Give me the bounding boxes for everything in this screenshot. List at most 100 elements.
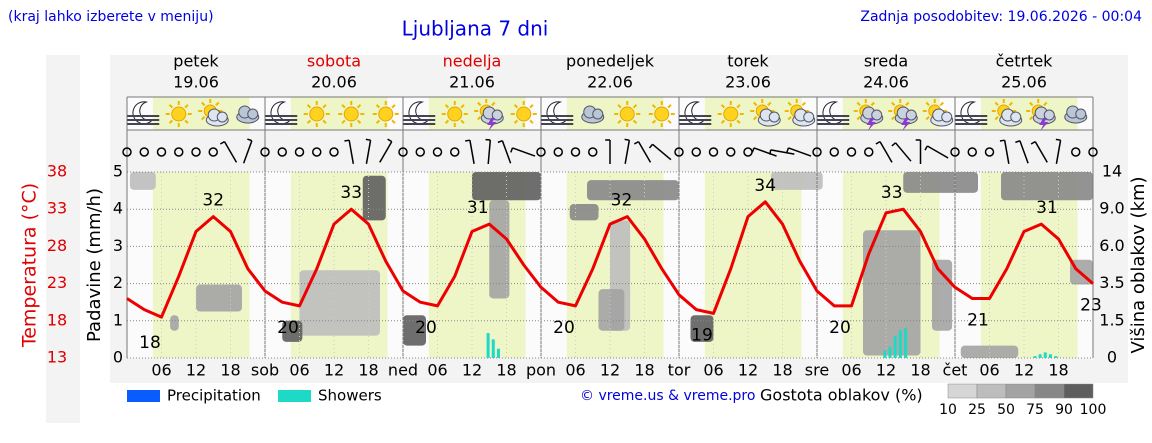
wind-calm [277,147,287,157]
wind-barb [926,145,949,159]
x-tick-label: 18 [1048,361,1068,380]
moon [132,101,154,125]
cloud [905,109,917,121]
x-tick-label: 18 [772,361,792,380]
density-tick-label: 100 [1080,402,1107,418]
weather-icon [853,99,884,131]
sun-ray [168,119,174,124]
sun-ray [391,119,396,124]
precip-bar [898,330,902,358]
wind-calm [829,147,839,157]
sun-ray [168,104,174,109]
sun-ray [529,104,534,109]
sun-ray [444,104,450,109]
x-tick-label: 06 [979,361,999,380]
weather-icon [303,101,330,127]
wind-barb [242,140,253,164]
cloud-block [1001,172,1093,201]
x-tick-label: 18 [634,361,654,380]
sun-ray [925,101,930,107]
daylight [704,172,802,358]
cloud [247,108,259,120]
sun-ray [513,119,519,124]
wind-calm [674,147,684,157]
sun [516,106,532,122]
wind-barb-flag [875,140,881,145]
y-tick-label: 1 [113,310,123,329]
day-name: sobota [307,52,361,71]
weather-icon [955,101,988,125]
wind-barb-flag [633,140,639,145]
temp-label: 21 [967,310,989,330]
wind-calm [864,147,874,157]
cloud-block [299,270,380,336]
sun-ray [306,119,312,124]
cloud-block [403,315,426,346]
sun-ray [477,101,482,107]
density-swatch [1063,383,1094,399]
wind-calm [553,147,563,157]
y2-tick-label: 3.5 [1099,273,1124,292]
wind-calm [398,147,408,157]
sun-ray [870,101,875,107]
temp-label: 20 [829,318,851,338]
sun-ray [632,104,638,109]
moon [822,101,844,125]
weather-icon [1026,99,1056,131]
cloud-block [472,172,541,201]
wind-calm [450,147,460,157]
cloud-block [170,315,179,331]
wind-barb-flag [891,142,897,147]
wind-calm [708,147,719,157]
cloud-block [362,175,386,221]
wind-barb [770,149,795,155]
weather-icon [679,101,712,125]
sun-ray [513,104,519,109]
wind-barb-flag [1030,140,1036,145]
x-tick-label: 06 [151,361,171,380]
cloud [871,109,883,121]
sun [723,106,739,122]
sun-ray [341,119,346,124]
sun-ray [444,119,450,124]
wind-calm [432,147,443,157]
wind-barb [788,147,812,157]
wind-calm [208,147,218,157]
weather-icon [750,99,781,127]
temp-tick-label: 23 [47,273,67,292]
wind-barb-flag [497,140,503,144]
sun [343,106,359,122]
precip-bar [1033,356,1037,358]
cloud-legend-title: Gostota oblakov (%) [760,386,923,405]
x-tick-label: ned [388,361,418,380]
daylight [152,172,250,358]
day-name: četrtek [996,52,1054,71]
temp-tick-label: 38 [47,162,67,181]
x-tick-label: sob [251,361,279,380]
cloud-block [282,320,303,342]
sun-ray [477,115,482,121]
y-tick-label: 4 [113,199,123,218]
temp-label: 20 [415,318,437,338]
temp-axis-label: Temperatura (°C) [19,183,41,348]
sun-ray [201,115,206,121]
lightning [866,118,876,131]
weather-icon [510,101,537,127]
y2-tick-label: 0 [1107,348,1117,367]
sun-ray [787,115,792,121]
sun-ray [306,104,312,109]
sun [447,106,463,122]
moon [684,101,706,125]
sun-ray [460,104,465,109]
wind-barb [1019,140,1029,164]
lightning [487,118,497,131]
x-tick-label: 06 [565,361,585,380]
wind-calm [1088,147,1098,157]
sun-ray [617,119,622,124]
day-date: 20.06 [311,73,357,92]
weather-icon [236,105,260,124]
day-name: nedelja [443,52,502,71]
weather-icon [648,101,675,127]
day-date: 19.06 [173,73,219,92]
x-tick-label: sre [805,361,829,380]
